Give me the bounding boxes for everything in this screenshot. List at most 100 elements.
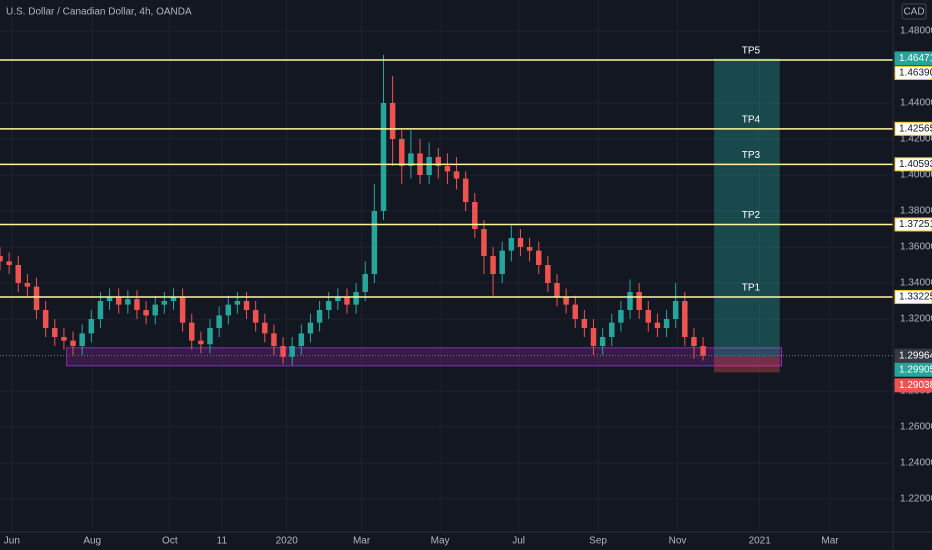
last-price-label-box: [894, 348, 932, 363]
candle-body: [161, 301, 168, 305]
currency: CAD: [903, 7, 924, 18]
candle-body: [262, 322, 268, 334]
candle-body: [307, 322, 314, 334]
level-name: TP4: [742, 114, 761, 125]
level-label: 1.40593: [899, 159, 932, 170]
stop-label: 1.29038: [899, 380, 932, 391]
grid: [0, 0, 893, 532]
candle-body: [599, 337, 606, 347]
candle-body: [298, 333, 305, 347]
candle-body: [645, 310, 652, 323]
candle-body: [700, 346, 706, 356]
level-label-box: [894, 121, 932, 136]
target-label: 1.46471: [899, 53, 932, 64]
y-tick-label: 1.42000: [900, 134, 932, 145]
candle-body: [663, 319, 670, 329]
candle-body: [408, 153, 414, 166]
candle-body: [289, 346, 295, 357]
candle-body: [691, 337, 697, 347]
candle-body: [472, 201, 478, 230]
candle-body: [0, 256, 3, 262]
candle-body: [252, 310, 259, 323]
candle-body: [481, 229, 487, 257]
y-tick-label: 1.48000: [900, 26, 932, 37]
candle-body: [243, 301, 250, 311]
candle-body: [170, 297, 177, 302]
candle-body: [636, 292, 642, 311]
candle-body: [672, 301, 679, 320]
candle-body: [399, 138, 405, 166]
candle-body: [435, 156, 442, 166]
candle-body: [563, 297, 569, 305]
x-tick-label: 11: [217, 536, 228, 547]
candle-body: [618, 310, 624, 323]
y-tick-label: 1.32000: [900, 314, 932, 325]
level-label-box: [894, 157, 932, 172]
candle-body: [508, 238, 515, 251]
entry-label: 1.29905: [899, 364, 932, 375]
candle-body: [426, 156, 432, 175]
candle-body: [106, 297, 113, 302]
candle-body: [216, 315, 222, 329]
candle-body: [572, 304, 578, 320]
x-tick-label: Mar: [821, 536, 839, 547]
candle-body: [280, 346, 286, 357]
x-tick-label: Oct: [162, 536, 178, 547]
candle-body: [6, 261, 12, 266]
candle-body: [335, 297, 341, 302]
level-label: 1.33225: [899, 292, 932, 303]
level-label: 1.42565: [899, 123, 932, 134]
candle-body: [115, 297, 122, 305]
entry-label-box: [894, 362, 932, 377]
candle-body: [389, 102, 396, 139]
candle-body: [609, 322, 615, 338]
candle-body: [52, 328, 58, 338]
y-tick-label: 1.34000: [900, 278, 932, 289]
chart-title: U.S. Dollar / Canadian Dollar, 4h, OANDA: [6, 7, 192, 18]
candle-body: [499, 250, 505, 275]
level-name: TP5: [742, 46, 761, 57]
x-tick-label: May: [431, 536, 450, 547]
level-label-box: [894, 217, 932, 232]
candle-body: [234, 301, 241, 305]
candle-body: [581, 319, 588, 329]
candle-body: [362, 274, 368, 293]
level-name: TP3: [742, 150, 761, 161]
candle-body: [353, 292, 359, 305]
candle-body: [380, 102, 387, 211]
candle-body: [134, 299, 140, 311]
candle-body: [225, 304, 232, 316]
candle-body: [179, 297, 186, 323]
candle-body: [517, 238, 524, 248]
candle-body: [545, 265, 551, 284]
candle-body: [189, 322, 195, 341]
candle-body: [70, 340, 76, 347]
candle-body: [627, 292, 633, 311]
candle-body: [79, 333, 85, 347]
candle-body: [325, 301, 332, 311]
candle-body: [143, 310, 149, 316]
level-label-box: [894, 65, 932, 80]
level-label-box: [894, 289, 932, 304]
x-tick-label: 2020: [276, 536, 299, 547]
candle-body: [33, 286, 40, 311]
y-tick-label: 1.40000: [900, 170, 932, 181]
level-name: TP2: [742, 210, 761, 221]
candle-body: [654, 322, 661, 329]
candle-body: [444, 165, 451, 172]
candle-body: [453, 171, 460, 179]
candle-body: [152, 304, 158, 316]
candle-body: [125, 299, 131, 305]
x-tick-label: Mar: [353, 536, 371, 547]
level-label: 1.37251: [899, 219, 932, 230]
candle-body: [682, 301, 688, 338]
candle-body: [462, 178, 469, 202]
loss-zone: [714, 356, 780, 373]
x-tick-label: Jul: [512, 536, 525, 547]
candle-body: [526, 247, 533, 251]
last-price-label: 1.29964: [899, 350, 932, 361]
x-tick-label: Sep: [589, 536, 607, 547]
candle-body: [61, 337, 67, 341]
x-tick-label: 2021: [749, 536, 772, 547]
